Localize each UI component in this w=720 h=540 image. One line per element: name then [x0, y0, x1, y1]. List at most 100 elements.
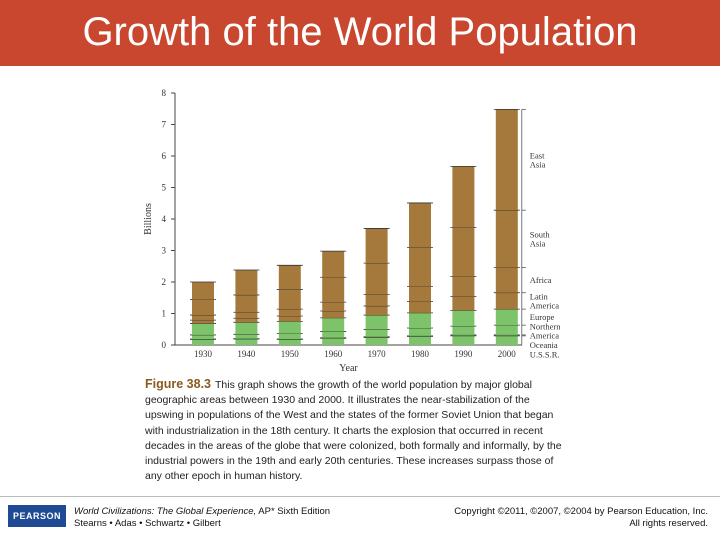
- pearson-logo: PEARSON: [8, 505, 66, 527]
- y-axis-label: Billions: [143, 203, 154, 235]
- bar-segment: [278, 265, 301, 290]
- bar-segment: [278, 339, 301, 345]
- bar-segment: [495, 292, 518, 310]
- bar-segment: [278, 289, 301, 310]
- bar-segment: [322, 277, 345, 303]
- rights-line: All rights reserved.: [629, 518, 708, 529]
- bar-segment: [235, 318, 258, 323]
- population-chart: 0 1 2 3 4 5 6 7 8 Billions 1930 1940 1950 1960 1970 198…: [143, 88, 561, 374]
- bar-segment: [452, 335, 475, 345]
- x-axis-label: Year: [339, 363, 358, 374]
- y-tick-label: 1: [162, 309, 167, 319]
- x-tick-label: 1980: [411, 349, 430, 359]
- legend-label: East: [530, 150, 545, 160]
- y-tick-label: 8: [162, 88, 167, 98]
- bar-segment: [192, 282, 214, 300]
- legend-label: Africa: [530, 275, 552, 285]
- footer-divider: [0, 496, 720, 497]
- bar-segment: [235, 322, 258, 335]
- y-tick-label: 4: [162, 214, 167, 224]
- legend-label: Latin: [530, 291, 549, 301]
- bar-segment: [322, 302, 345, 311]
- bar-segment: [365, 294, 388, 306]
- legend-label: America: [530, 331, 559, 341]
- bar-segment: [452, 310, 475, 327]
- legend-label: Asia: [530, 159, 546, 169]
- y-tick-label: 6: [162, 151, 167, 161]
- y-tick-label: 7: [162, 120, 167, 130]
- bar-segment: [278, 321, 301, 334]
- bar-segment: [495, 109, 518, 211]
- bar-segment: [192, 323, 214, 335]
- y-tick-label: 3: [162, 246, 167, 256]
- bar-segment: [452, 227, 475, 277]
- x-tick-label: 1960: [324, 349, 343, 359]
- bar-segment: [452, 276, 475, 297]
- bar-segment: [495, 325, 518, 335]
- book-edition: AP* Sixth Edition: [256, 506, 331, 517]
- bar-segment: [495, 335, 518, 345]
- bar-segment: [452, 296, 475, 311]
- bar-segment: [365, 263, 388, 295]
- bar-segment: [409, 247, 431, 287]
- bar-segment: [322, 251, 345, 278]
- bar-segment: [495, 210, 518, 268]
- y-tick-label: 5: [162, 183, 167, 193]
- legend-label: U.S.S.R.: [530, 350, 560, 360]
- bar-segment: [322, 338, 345, 345]
- bar-segment: [495, 334, 518, 336]
- caption-text: This graph shows the growth of the world…: [145, 379, 562, 483]
- bar-segment: [409, 202, 431, 248]
- bar-segment: [322, 310, 345, 318]
- page-title: Growth of the World Population: [82, 10, 638, 54]
- legend-label: Asia: [530, 238, 546, 248]
- book-credit: World Civilizations: The Global Experien…: [74, 506, 330, 530]
- bar-segment: [235, 270, 258, 295]
- bar-segment: [495, 267, 518, 293]
- bar-segment: [365, 329, 388, 337]
- bar-segment: [192, 315, 214, 321]
- bar-segment: [192, 299, 214, 316]
- legend-label: America: [530, 300, 559, 310]
- bar-segment: [235, 294, 258, 313]
- legend-label: South: [530, 229, 551, 239]
- book-title: World Civilizations: The Global Experien…: [74, 506, 257, 517]
- x-tick-label: 1940: [237, 349, 256, 359]
- bar-segment: [452, 166, 475, 228]
- x-tick-label: 1970: [368, 349, 387, 359]
- bar-segment: [192, 339, 214, 345]
- figure-label: Figure 38.3: [145, 377, 211, 391]
- bar-segment: [409, 301, 431, 313]
- bar-segment: [235, 339, 258, 345]
- bar-segment: [278, 309, 301, 317]
- bar-segment: [365, 337, 388, 345]
- x-tick-label: 1950: [281, 349, 300, 359]
- figure-caption: Figure 38.3 This graph shows the growth o…: [145, 377, 570, 484]
- bar-segment: [409, 286, 431, 302]
- y-tick-label: 2: [162, 277, 167, 287]
- bar-segment: [452, 326, 475, 335]
- legend-label: Europe: [530, 312, 555, 322]
- bar-segment: [365, 305, 388, 316]
- legend-label: Oceania: [530, 340, 558, 350]
- title-bar: Growth of the World Population: [0, 0, 720, 66]
- bar-segment: [192, 320, 214, 324]
- bar-segment: [409, 327, 431, 336]
- legend-label: Northern: [530, 322, 561, 332]
- bar-segment: [235, 334, 258, 339]
- bar-segment: [409, 312, 431, 328]
- copyright-notice: Copyright ©2011, ©2007, ©2004 by Pearson…: [454, 506, 708, 530]
- bar-segment: [409, 336, 431, 345]
- x-tick-label: 2000: [498, 349, 517, 359]
- bar-segment: [235, 312, 258, 319]
- bar-segment: [452, 334, 475, 336]
- copyright-line: Copyright ©2011, ©2007, ©2004 by Pearson…: [454, 506, 708, 517]
- bar-segment: [495, 309, 518, 326]
- y-tick-label: 0: [162, 340, 167, 350]
- bar-segment: [322, 317, 345, 332]
- bar-segment: [192, 334, 214, 340]
- bar-segment: [278, 333, 301, 340]
- bar-segment: [365, 315, 388, 330]
- bar-segment: [365, 228, 388, 264]
- bar-segment: [278, 316, 301, 322]
